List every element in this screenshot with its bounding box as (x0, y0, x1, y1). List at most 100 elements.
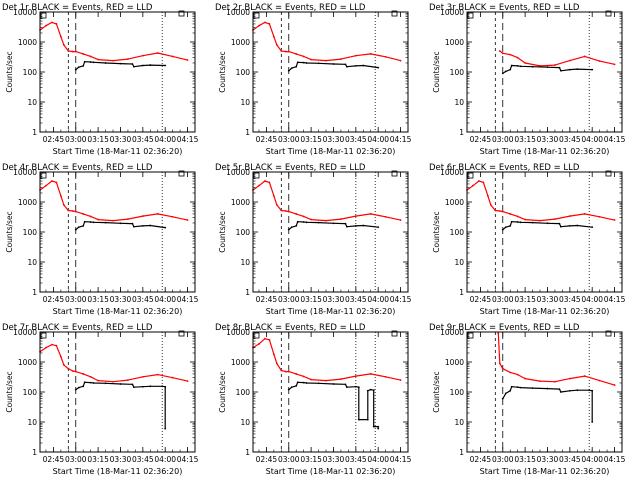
corner-marker (253, 172, 260, 179)
x-tick-label: 03:45 (559, 135, 581, 144)
x-tick-label: 03:15 (87, 135, 109, 144)
y-tick-label: 10 (27, 98, 37, 107)
panel-6: Det 6r BLACK = Events, RED = LLD 1 10 100 10… (429, 163, 626, 316)
data-point (127, 58, 129, 60)
y-tick-label: 10 (454, 258, 464, 267)
data-point (524, 377, 527, 380)
x-tick-label: 02:45 (470, 455, 492, 464)
data-point (354, 375, 357, 377)
corner-marker (467, 332, 474, 339)
data-point (362, 64, 365, 67)
data-point (296, 381, 299, 384)
data-point (131, 383, 134, 386)
data-point (149, 64, 152, 66)
y-tick-label: 1 (459, 128, 464, 137)
data-point (498, 50, 501, 52)
y-tick-label: 1 (459, 448, 464, 457)
data-point (357, 386, 360, 389)
data-point (287, 370, 290, 373)
data-point (472, 184, 474, 187)
data-point (510, 385, 513, 388)
corner-marker (40, 12, 47, 19)
data-point (509, 213, 512, 215)
data-point (82, 53, 85, 55)
data-point (119, 62, 122, 65)
data-point (399, 59, 402, 62)
y-tick-label: 10 (454, 418, 464, 427)
data-point (164, 226, 167, 229)
data-point (119, 383, 122, 385)
data-point (554, 218, 556, 220)
x-tick-label: 03:00 (278, 295, 300, 304)
y-tick-label: 100 (236, 388, 251, 397)
x-tick-label: 03:00 (65, 295, 87, 304)
data-point (97, 58, 100, 61)
data-point (613, 219, 616, 221)
data-point (546, 222, 549, 225)
data-point (366, 389, 369, 392)
corner-marker (391, 10, 398, 17)
x-tick-label: 03:30 (110, 455, 132, 464)
corner-marker (40, 332, 47, 339)
data-point (546, 387, 549, 390)
data-point (302, 375, 305, 378)
corner-marker (178, 170, 185, 177)
data-point (132, 386, 135, 389)
data-point (97, 218, 100, 221)
data-point (510, 64, 513, 67)
y-tick-label: 100 (23, 388, 38, 397)
y-tick-label: 1000 (445, 38, 464, 47)
data-point (372, 425, 375, 428)
plot-frame (39, 11, 196, 133)
x-tick-label: 04:15 (177, 295, 199, 304)
data-point (290, 67, 293, 69)
x-tick-label: 04:00 (581, 295, 603, 304)
data-point (74, 228, 77, 231)
data-point (82, 385, 85, 388)
data-point (55, 23, 58, 25)
y-tick-label: 1 (245, 288, 250, 297)
data-point (74, 370, 77, 373)
y-tick-label: 1000 (231, 358, 250, 367)
data-point (264, 21, 266, 24)
data-point (284, 370, 287, 373)
data-point (501, 72, 504, 75)
data-point (164, 385, 167, 388)
data-point (598, 379, 601, 382)
data-point (62, 44, 65, 46)
y-tick-label: 10 (240, 418, 250, 427)
data-point (280, 50, 283, 52)
corner-marker (391, 330, 398, 337)
y-tick-label: 1 (32, 448, 37, 457)
red-series-line (252, 180, 401, 222)
x-tick-label: 04:00 (154, 295, 176, 304)
x-tick-label: 03:15 (300, 135, 322, 144)
data-point (272, 353, 275, 356)
data-point (59, 355, 62, 358)
x-axis-label: Start Time (18-Mar-11 02:36:20) (53, 467, 183, 476)
data-point (539, 219, 541, 222)
data-point (132, 65, 135, 68)
x-tick-label: 03:30 (323, 295, 345, 304)
data-point (310, 378, 313, 381)
plot-frame (252, 11, 409, 133)
black-series-line (502, 386, 593, 422)
data-point (45, 24, 47, 27)
panel-title: Det 2r BLACK = Events, RED = LLD (215, 3, 366, 13)
data-point (74, 68, 77, 71)
x-tick-label: 03:30 (110, 135, 132, 144)
y-axis-label: Counts/sec (432, 371, 441, 412)
x-axis-label: Start Time (18-Mar-11 02:36:20) (266, 147, 396, 156)
data-point (295, 53, 298, 55)
y-axis-label: Counts/sec (5, 211, 14, 252)
data-point (539, 380, 541, 383)
data-point (568, 377, 571, 380)
data-point (588, 389, 591, 392)
data-point (287, 388, 290, 391)
data-point (558, 66, 561, 69)
data-point (275, 44, 278, 46)
data-point (55, 181, 58, 184)
data-point (583, 375, 586, 377)
x-tick-label: 03:30 (537, 135, 559, 144)
data-point (377, 427, 380, 430)
